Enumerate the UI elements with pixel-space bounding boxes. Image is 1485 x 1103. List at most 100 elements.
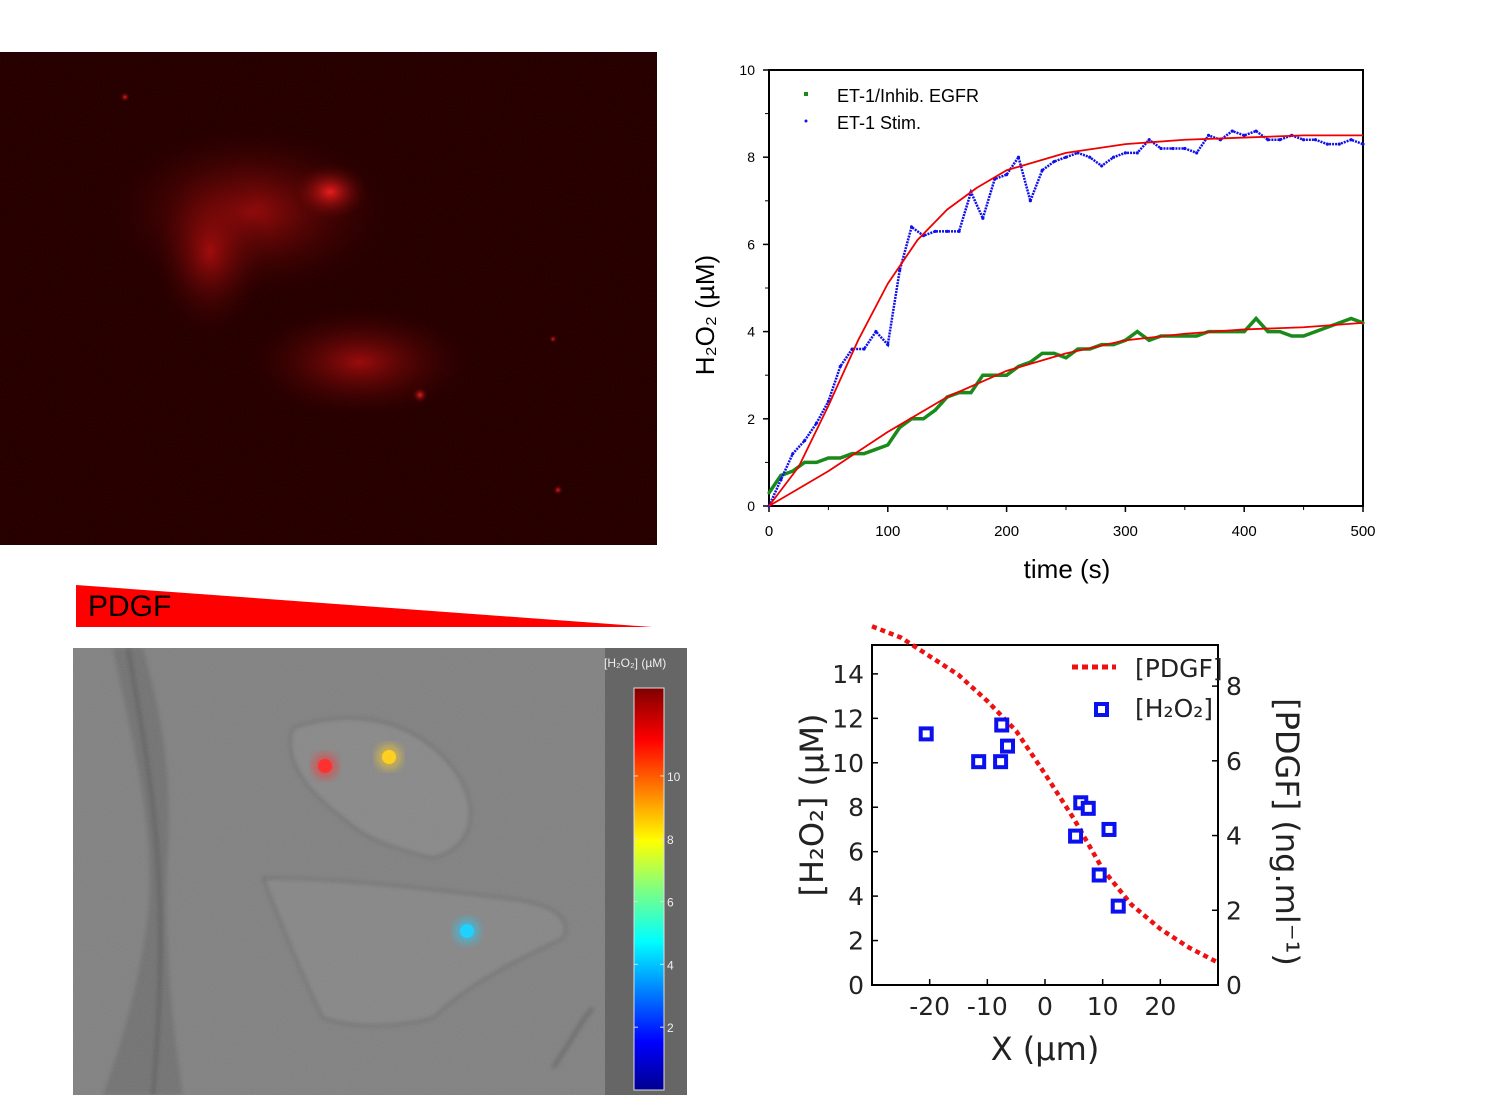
data-point: [898, 425, 902, 430]
x-tick-label: -20: [909, 992, 950, 1021]
data-point: [779, 473, 783, 478]
data-point: [1349, 316, 1353, 321]
h2o2-vs-position-chart: -20 -10 0 10 20 0 2 4 6 8 10 12 14 0 2 4 6 8 X (µm) [H₂O₂] …: [793, 624, 1306, 1068]
data-point: [874, 330, 878, 334]
data-point: [803, 439, 807, 443]
data-point: [1266, 138, 1270, 142]
y-axis-label: H₂O₂ (µM): [690, 255, 720, 375]
h2o2-data-point: [1091, 867, 1107, 883]
data-point: [1111, 155, 1116, 159]
data-point: [933, 408, 937, 412]
y-tick-label: 6: [848, 838, 864, 867]
x-axis-label: time (s): [1024, 554, 1111, 584]
h2o2-micrograph: 2 4 6 8 10: [73, 648, 687, 1095]
fluorescence-image-canvas: [0, 52, 657, 545]
data-point: [1147, 338, 1151, 342]
h2o2-data-point: [971, 754, 987, 770]
h2o2-spot: [460, 924, 474, 938]
colorbar-label: [H₂O₂] (µM): [604, 656, 667, 670]
data-point: [1135, 330, 1139, 334]
data-point: [909, 225, 914, 229]
data-point: [862, 452, 866, 456]
data-point: [886, 343, 890, 347]
data-point: [921, 417, 926, 421]
data-point: [1183, 146, 1187, 151]
y-tick-label: 4: [747, 324, 755, 340]
data-point: [1040, 351, 1044, 355]
data-point: [1195, 334, 1199, 338]
data-point: [957, 229, 961, 233]
y-right-tick-label: 6: [1226, 747, 1242, 776]
h2o2-data-point: [1101, 821, 1117, 837]
data-point: [1313, 138, 1318, 142]
y-tick-label: 8: [848, 793, 864, 822]
pdgf-gradient-label: PDGF: [88, 590, 172, 623]
data-point: [1349, 138, 1353, 142]
data-point: [1302, 334, 1306, 338]
h2o2-data-point: [993, 754, 1009, 770]
h2o2-spot: [382, 750, 396, 764]
h2o2-kinetics-chart: 0 100 200 300 400 500 0 2 4 6 8 10 time (s) H₂O₂ (µM)…: [690, 62, 1376, 584]
data-point: [1266, 330, 1270, 334]
data-point: [1337, 142, 1341, 146]
x-tick-label: 200: [994, 523, 1019, 540]
y-tick-label: 10: [739, 62, 755, 78]
y-right-axis-label: [PDGF] (ng.ml⁻¹): [1268, 698, 1306, 966]
x-tick-label: 400: [1232, 523, 1257, 540]
y-right-tick-label: 0: [1226, 971, 1242, 1000]
data-point: [886, 443, 890, 447]
data-point: [814, 421, 819, 425]
data-point: [791, 469, 795, 473]
fit-curve: [768, 134, 1363, 507]
data-point: [1064, 155, 1068, 159]
legend-label-h2o2: [H₂O₂]: [1135, 694, 1213, 723]
data-point: [1040, 168, 1044, 172]
data-point: [1100, 164, 1104, 168]
h2o2-data-point: [1000, 738, 1016, 754]
legend-label-pdgf: [PDGF]: [1135, 654, 1223, 683]
x-tick-label: 300: [1113, 523, 1138, 540]
data-point: [1254, 316, 1258, 321]
data-point: [1005, 173, 1009, 177]
data-point: [1313, 330, 1318, 334]
y-axis-label: [H₂O₂] (µM): [793, 714, 831, 897]
x-tick-label: 500: [1350, 523, 1375, 540]
data-point: [838, 456, 842, 460]
colorbar-tick-label: 10: [667, 770, 681, 784]
plot-frame: [768, 69, 1364, 507]
data-point: [779, 478, 783, 482]
pdgf-gradient-wedge: [76, 585, 652, 627]
h2o2-data-point: [918, 726, 934, 742]
data-point: [1195, 151, 1199, 155]
x-tick-label: 100: [875, 523, 900, 540]
data-point: [1302, 138, 1306, 142]
colorbar-tick-label: 6: [667, 896, 674, 910]
data-point: [874, 447, 878, 451]
y-right-tick-label: 8: [1226, 672, 1242, 701]
data-point: [1361, 142, 1365, 146]
pdgf-curve: [871, 624, 1220, 965]
y-right-tick-label: 4: [1226, 822, 1242, 851]
colorbar-tick-label: 8: [667, 833, 674, 847]
data-point: [1052, 351, 1056, 355]
legend-marker: [804, 92, 808, 96]
data-point: [1159, 146, 1163, 151]
data-point: [1135, 151, 1139, 155]
data-point: [1206, 133, 1211, 137]
y-tick-label: 14: [832, 660, 864, 689]
h2o2-data-point: [1110, 898, 1126, 914]
y-tick-label: 8: [747, 149, 755, 165]
data-point: [981, 216, 985, 220]
y-tick-label: 0: [848, 971, 864, 1000]
data-point: [1183, 334, 1187, 338]
data-point: [1278, 330, 1282, 334]
x-tick-label: 0: [765, 523, 773, 540]
legend-label: ET-1/Inhib. EGFR: [837, 86, 979, 106]
data-point: [767, 491, 771, 495]
legend-marker-h2o2: [1094, 702, 1109, 717]
data-point: [1147, 138, 1151, 142]
y-right-tick-label: 2: [1226, 896, 1242, 925]
fluorescence-image: [0, 52, 657, 545]
y-tick-label: 4: [848, 882, 864, 911]
data-point: [898, 268, 902, 273]
